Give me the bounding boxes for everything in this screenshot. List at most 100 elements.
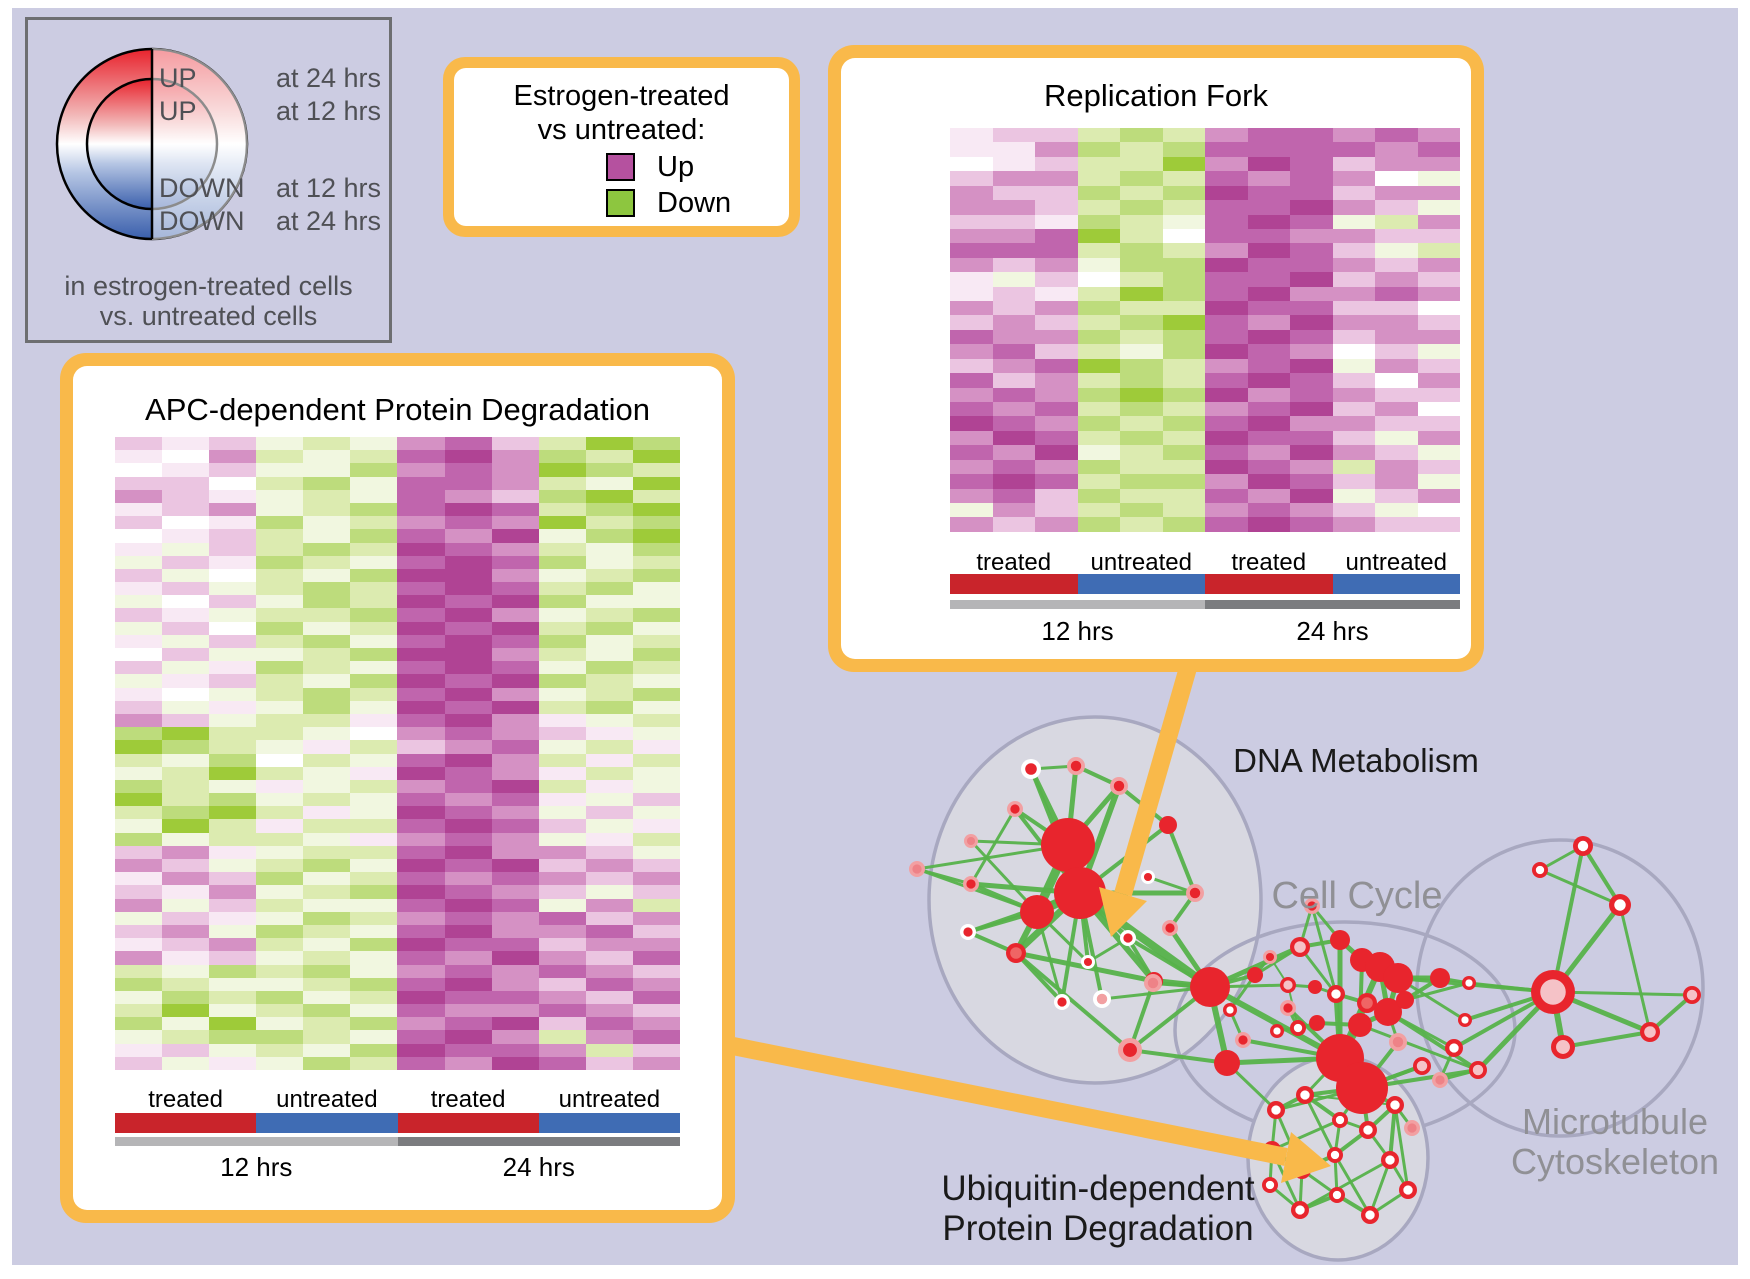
heatmap-cell [491, 529, 539, 543]
heatmap-cell [1247, 344, 1290, 359]
heatmap-cell [491, 753, 539, 767]
heatmap-cell [632, 872, 680, 886]
heatmap-cell [350, 845, 398, 859]
heatmap-cell [1247, 243, 1290, 258]
heatmap-cell [1162, 257, 1205, 273]
estrogen-legend-box: Estrogen-treated vs untreated: Up Down [443, 57, 800, 237]
heatmap-cell [162, 648, 210, 662]
heatmap-cell [162, 766, 210, 780]
heatmap-cell [632, 463, 680, 477]
heatmap-cell [1290, 488, 1333, 503]
heatmap-cell [1035, 430, 1078, 446]
heatmap-cell [444, 990, 492, 1005]
heatmap-cell [491, 674, 539, 688]
heatmap-cell [585, 911, 633, 925]
heatmap-cell [585, 555, 633, 569]
heatmap-cell [1417, 402, 1460, 417]
heatmap-row [950, 430, 1460, 446]
heatmap-cell [162, 529, 210, 543]
heatmap-cell [538, 568, 586, 583]
heatmap-cell [538, 700, 586, 714]
heatmap-cell [1205, 214, 1248, 229]
heatmap-cell [397, 621, 445, 635]
heatmap-cell [1247, 459, 1290, 475]
heatmap-cell [491, 634, 539, 648]
heatmap-row [115, 529, 680, 543]
heatmap-cell [1077, 185, 1120, 201]
heatmap-cell [209, 463, 257, 477]
heatmap-cell [444, 964, 492, 978]
heatmap-cell [256, 951, 304, 965]
heatmap-cell [303, 872, 351, 886]
heatmap-cell [538, 463, 586, 477]
heatmap-cell [632, 740, 680, 754]
heatmap-cell [585, 713, 633, 728]
heatmap-cell [162, 489, 210, 503]
up-label: Up [657, 150, 695, 183]
ring-time-label: at 12 hrs [275, 96, 381, 126]
heatmap-cell [950, 445, 993, 460]
heatmap-cell [950, 387, 993, 403]
heatmap-cell [538, 529, 586, 543]
heatmap-cell [256, 1056, 304, 1070]
heatmap-cell [397, 450, 445, 464]
heatmap-cell [1375, 272, 1418, 287]
heatmap-cell [115, 555, 163, 569]
heatmap-cell [1247, 228, 1290, 244]
heatmap-cell [992, 344, 1035, 359]
heatmap-cell [491, 727, 539, 741]
heatmap-row [115, 463, 680, 477]
heatmap-cell [585, 964, 633, 978]
heatmap-cell [1247, 200, 1290, 215]
heatmap-cell [538, 555, 586, 569]
heatmap-cell [1247, 128, 1290, 143]
heatmap-cell [115, 1030, 163, 1044]
heatmap-row [115, 1030, 680, 1044]
heatmap-cell [585, 582, 633, 596]
heatmap-cell [538, 845, 586, 859]
heatmap-cell [992, 142, 1035, 157]
heatmap-cell [1077, 171, 1120, 186]
heatmap-cell [585, 872, 633, 886]
heatmap-cell [632, 766, 680, 780]
heatmap-row [115, 753, 680, 767]
heatmap-cell [209, 911, 257, 925]
heatmap-cell [950, 488, 993, 503]
heatmap-cell [162, 1056, 210, 1070]
heatmap-cell [1120, 416, 1163, 431]
heatmap-cell [1120, 243, 1163, 258]
heatmap-cell [491, 700, 539, 714]
heatmap-row [115, 885, 680, 899]
heatmap-cell [209, 437, 257, 451]
heatmap-cell [950, 416, 993, 431]
heatmap-cell [1332, 416, 1375, 431]
heatmap-cell [1290, 502, 1333, 518]
time-bar [115, 1137, 398, 1146]
heatmap-cell [444, 700, 492, 714]
heatmap-cell [256, 502, 304, 517]
heatmap-cell [491, 555, 539, 569]
heatmap-cell [397, 1056, 445, 1070]
heatmap-cell [1120, 373, 1163, 388]
heatmap-cell [1162, 416, 1205, 431]
heatmap-cell [491, 582, 539, 596]
heatmap-cell [491, 437, 539, 451]
heatmap-cell [1205, 128, 1248, 143]
heatmap-cell [1120, 200, 1163, 215]
heatmap-cell [115, 621, 163, 635]
heatmap-cell [1205, 502, 1248, 518]
heatmap-cell [585, 1043, 633, 1057]
heatmap-row [950, 416, 1460, 431]
heatmap-cell [256, 634, 304, 648]
heatmap-cell [992, 387, 1035, 403]
heatmap-cell [1332, 329, 1375, 345]
heatmap-cell [1162, 214, 1205, 229]
heatmap-cell [992, 214, 1035, 229]
heatmap-cell [256, 938, 304, 952]
heatmap-cell [1332, 128, 1375, 143]
heatmap-cell [632, 529, 680, 543]
apc-group-labels: treated untreated treated untreated [115, 1086, 680, 1113]
heatmap-cell [1120, 228, 1163, 244]
heatmap-cell [538, 687, 586, 701]
time-bar [950, 600, 1205, 609]
